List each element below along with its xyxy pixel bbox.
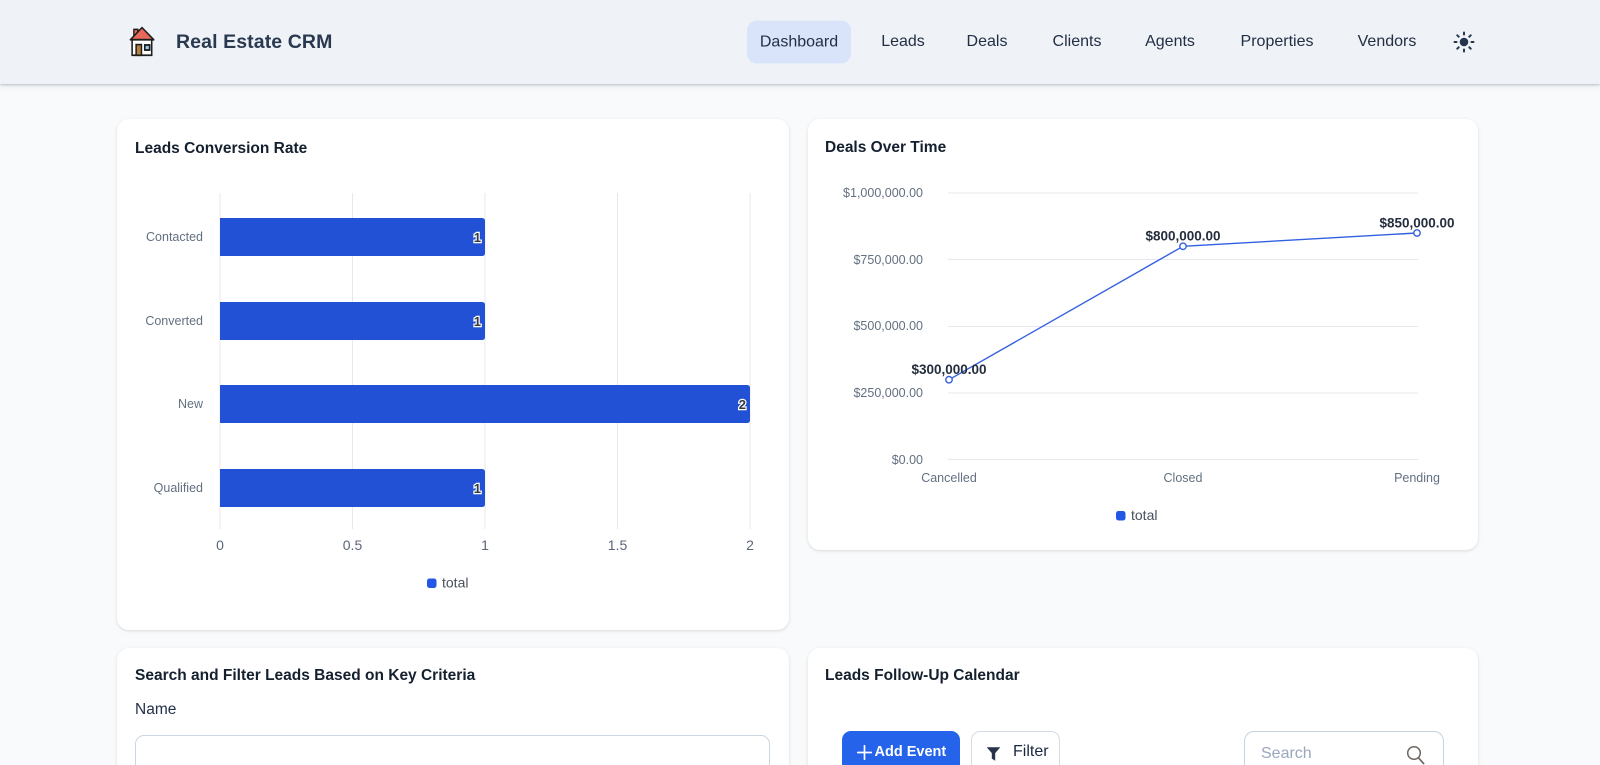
svg-text:Converted: Converted bbox=[145, 314, 203, 328]
svg-text:$300,000.00: $300,000.00 bbox=[911, 362, 986, 377]
svg-text:Contacted: Contacted bbox=[146, 230, 203, 244]
svg-text:$500,000.00: $500,000.00 bbox=[853, 319, 923, 333]
svg-text:1: 1 bbox=[474, 230, 481, 245]
svg-text:total: total bbox=[442, 574, 468, 590]
svg-text:1: 1 bbox=[481, 537, 489, 553]
svg-text:0.5: 0.5 bbox=[343, 537, 363, 553]
svg-text:$1,000,000.00: $1,000,000.00 bbox=[843, 186, 923, 200]
svg-text:New: New bbox=[178, 397, 204, 411]
svg-text:$250,000.00: $250,000.00 bbox=[853, 386, 923, 400]
svg-text:2: 2 bbox=[746, 537, 754, 553]
svg-text:2: 2 bbox=[739, 397, 746, 412]
svg-text:1: 1 bbox=[474, 314, 481, 329]
svg-text:Cancelled: Cancelled bbox=[921, 471, 977, 485]
svg-text:$800,000.00: $800,000.00 bbox=[1145, 229, 1220, 244]
svg-text:$750,000.00: $750,000.00 bbox=[853, 253, 923, 267]
svg-text:Pending: Pending bbox=[1394, 471, 1440, 485]
svg-text:Closed: Closed bbox=[1164, 471, 1203, 485]
svg-text:$850,000.00: $850,000.00 bbox=[1379, 216, 1454, 231]
svg-text:Qualified: Qualified bbox=[154, 481, 203, 495]
svg-text:1: 1 bbox=[474, 481, 481, 496]
svg-text:0: 0 bbox=[216, 537, 224, 553]
svg-text:1.5: 1.5 bbox=[608, 537, 628, 553]
svg-text:total: total bbox=[1131, 507, 1157, 523]
svg-text:$0.00: $0.00 bbox=[892, 453, 923, 467]
